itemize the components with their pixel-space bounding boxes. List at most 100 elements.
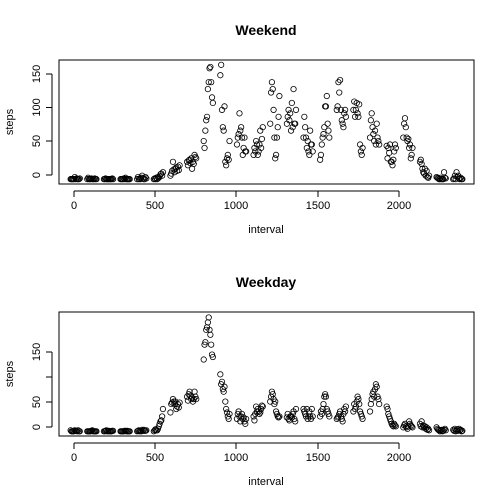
data-point <box>367 400 374 408</box>
data-point <box>256 141 263 148</box>
data-point <box>359 144 366 152</box>
data-point <box>418 418 425 425</box>
data-point <box>217 371 224 378</box>
data-point <box>159 172 166 179</box>
data-point <box>275 113 282 120</box>
data-point <box>319 134 326 141</box>
x-tick-label: 2000 <box>387 452 411 464</box>
data-point <box>300 134 307 141</box>
data-point <box>340 124 347 131</box>
chart-title: Weekday <box>236 274 297 290</box>
data-point <box>268 79 276 86</box>
x-tick-label: 1000 <box>224 452 248 464</box>
data-point <box>76 175 83 182</box>
data-points-weekend <box>67 61 466 183</box>
data-point <box>457 426 464 433</box>
data-point <box>217 72 224 79</box>
data-point <box>126 428 133 435</box>
data-point <box>350 106 357 113</box>
data-point <box>169 158 177 165</box>
data-point <box>457 174 464 181</box>
data-point <box>273 134 280 141</box>
data-point <box>302 134 310 141</box>
data-point <box>84 176 91 183</box>
data-point <box>392 144 399 152</box>
data-point <box>308 405 315 413</box>
data-point <box>425 425 432 432</box>
data-point <box>442 175 449 182</box>
data-point <box>74 428 81 435</box>
data-point <box>357 148 364 155</box>
data-point <box>304 137 311 145</box>
data-point <box>159 413 166 420</box>
data-point <box>257 409 264 416</box>
data-point <box>402 124 409 131</box>
data-point <box>356 101 363 108</box>
data-point <box>140 426 147 433</box>
data-point <box>221 103 228 110</box>
data-point <box>286 117 293 124</box>
data-point <box>292 418 299 425</box>
data-point <box>401 120 408 127</box>
data-point <box>371 127 379 134</box>
data-point <box>225 156 232 163</box>
data-point <box>370 131 377 138</box>
data-point <box>309 148 316 155</box>
data-point <box>425 427 433 434</box>
x-axis-label: interval <box>248 224 283 236</box>
data-point <box>405 135 412 143</box>
data-point <box>407 422 414 429</box>
data-point <box>76 428 83 435</box>
data-point <box>421 165 429 172</box>
data-point <box>453 169 460 176</box>
data-point <box>342 113 350 120</box>
data-point <box>317 156 324 163</box>
data-point <box>270 106 277 113</box>
data-point <box>226 137 233 145</box>
data-point <box>87 428 94 435</box>
data-points-weekday <box>67 314 466 435</box>
data-point <box>238 124 245 131</box>
data-point <box>336 89 343 96</box>
data-point <box>307 127 314 134</box>
y-tick-label: 50 <box>31 396 43 408</box>
data-point <box>176 399 183 406</box>
data-point <box>325 127 332 134</box>
chart-title: Weekend <box>235 22 296 38</box>
y-axis-label: steps <box>4 360 16 387</box>
data-point <box>126 176 133 183</box>
data-point <box>406 144 413 152</box>
data-point <box>425 172 433 179</box>
data-point <box>301 113 308 120</box>
data-point <box>267 120 274 127</box>
data-point <box>436 428 443 435</box>
data-point <box>175 167 182 174</box>
data-point <box>200 356 207 363</box>
data-point <box>223 162 230 169</box>
data-point <box>274 124 281 131</box>
data-point <box>259 124 266 131</box>
data-point <box>159 169 167 176</box>
x-tick-label: 0 <box>71 452 77 464</box>
data-point <box>287 110 294 117</box>
data-point <box>174 163 182 170</box>
data-point <box>438 426 445 433</box>
data-point <box>326 413 333 420</box>
data-point <box>342 403 350 410</box>
data-point <box>306 151 313 159</box>
data-point <box>336 76 344 84</box>
data-point <box>389 422 396 429</box>
data-point <box>226 410 233 418</box>
data-point <box>243 148 250 155</box>
data-point <box>205 314 212 321</box>
data-point <box>375 137 382 145</box>
data-point <box>258 402 266 409</box>
data-point <box>206 65 213 72</box>
data-point <box>269 85 276 93</box>
data-point <box>338 117 345 124</box>
x-tick-label: 1500 <box>306 200 330 212</box>
data-point <box>374 134 381 141</box>
y-axis: 0 50 150 steps <box>4 343 53 430</box>
data-point <box>220 127 227 134</box>
data-point <box>292 120 299 127</box>
